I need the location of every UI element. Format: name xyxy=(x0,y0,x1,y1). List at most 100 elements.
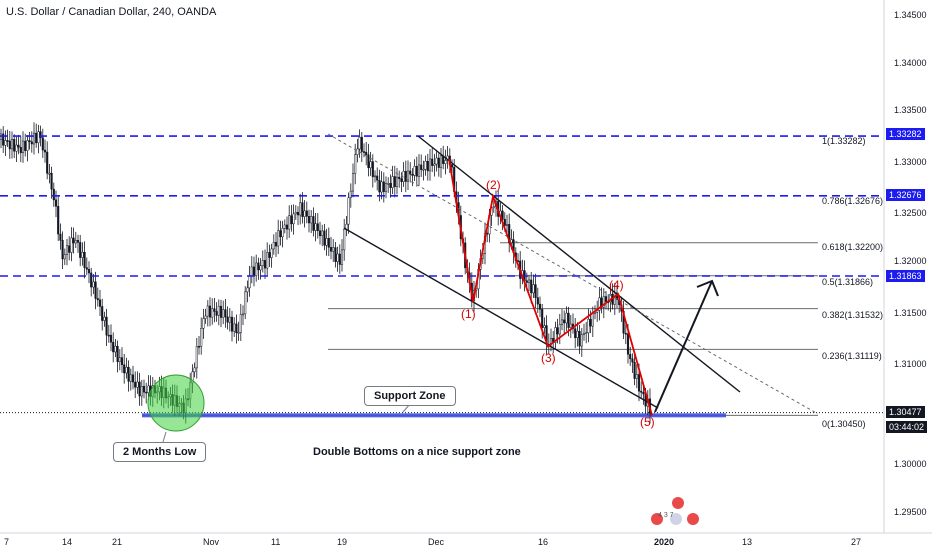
candle-body xyxy=(125,366,128,374)
candle-body xyxy=(327,238,330,248)
time-tick: 27 xyxy=(851,537,862,547)
candle-body xyxy=(65,245,69,255)
candle-body xyxy=(98,299,102,307)
fib-label-0: 0(1.30450) xyxy=(822,419,866,429)
candle-body xyxy=(296,211,300,216)
candle-body xyxy=(580,334,583,347)
time-tick: 13 xyxy=(742,537,753,547)
price-tick: 1.31000 xyxy=(894,359,927,369)
candle-body xyxy=(2,133,5,146)
candle-body xyxy=(420,164,423,170)
candle-body xyxy=(215,311,218,316)
candle-body xyxy=(74,240,77,244)
candle-body xyxy=(563,319,566,324)
candle-body xyxy=(299,202,302,216)
candle-body xyxy=(314,223,317,231)
candle-body xyxy=(398,176,401,180)
candle-body xyxy=(629,354,632,360)
candle-body xyxy=(101,306,104,321)
candle-body xyxy=(32,132,36,145)
candle-body xyxy=(142,386,146,393)
candle-body xyxy=(294,211,297,215)
candle-body xyxy=(338,253,341,265)
time-tick: 7 xyxy=(4,537,10,547)
candle-body xyxy=(329,247,333,252)
candle-body xyxy=(46,151,49,174)
candle-body xyxy=(6,140,9,142)
candle-body xyxy=(285,224,289,230)
candle-body xyxy=(39,131,42,138)
candle-body xyxy=(633,361,636,379)
candle-body xyxy=(193,367,196,373)
candle-body xyxy=(109,334,113,343)
candle-body xyxy=(224,309,227,318)
candle-body xyxy=(543,325,546,328)
candle-body xyxy=(554,327,557,343)
fib-label-0236: 0.236(1.31119) xyxy=(822,351,882,361)
time-tick: 14 xyxy=(62,537,73,547)
candle-body xyxy=(120,357,124,365)
calendar-event-icon xyxy=(651,513,663,525)
symbol-title: U.S. Dollar / Canadian Dollar, 240, OAND… xyxy=(6,6,217,18)
candle-body xyxy=(263,260,267,269)
candle-body xyxy=(28,140,31,142)
candle-body xyxy=(217,305,220,316)
candle-body xyxy=(373,175,377,178)
candle-body xyxy=(81,251,84,258)
candle-body xyxy=(237,332,240,334)
candle-body xyxy=(202,318,205,329)
wave-label-1: (1) xyxy=(461,307,476,321)
candle-body xyxy=(268,252,271,258)
candle-body xyxy=(211,308,214,318)
candle-body xyxy=(569,323,572,328)
price-tag-level-3: 1.31863 xyxy=(886,270,925,282)
candle-body xyxy=(136,381,139,388)
price-tick: 1.33000 xyxy=(894,157,927,167)
channel-lower-line xyxy=(343,227,659,409)
price-tick: 1.30000 xyxy=(894,459,927,469)
candle-body xyxy=(316,223,319,232)
candle-body xyxy=(17,144,20,148)
candle-body xyxy=(536,297,539,305)
candle-body xyxy=(35,132,38,144)
candle-body xyxy=(105,316,108,336)
candle-body xyxy=(411,173,414,176)
candle-body xyxy=(301,202,304,217)
candle-body xyxy=(334,247,337,262)
candle-body xyxy=(433,163,436,166)
candle-body xyxy=(437,157,440,168)
candle-body xyxy=(10,139,14,150)
candle-body xyxy=(631,358,634,363)
candle-body xyxy=(54,199,58,207)
candle-body xyxy=(404,171,407,182)
candle-body xyxy=(444,160,447,164)
candle-body xyxy=(259,265,262,271)
candle-body xyxy=(213,308,216,312)
candle-body xyxy=(501,210,504,220)
fib-label-0786: 0.786(1.32676) xyxy=(822,196,884,206)
current-price-tag: 1.30477 xyxy=(886,406,925,418)
event-marker-counts[interactable]: 4 3 7 xyxy=(658,512,674,519)
candle-body xyxy=(541,309,544,328)
candle-body xyxy=(248,275,251,289)
candle-body xyxy=(530,279,533,294)
candle-body xyxy=(61,239,64,260)
candle-body xyxy=(127,366,130,382)
candle-body xyxy=(312,216,315,231)
candle-body xyxy=(279,230,282,238)
candle-body xyxy=(387,183,390,185)
channel-upper-line xyxy=(417,135,741,393)
candle-body xyxy=(197,346,201,348)
time-tick: 21 xyxy=(112,537,123,547)
candle-body xyxy=(233,323,236,332)
candle-body xyxy=(558,324,561,335)
wave-label-5: (5) xyxy=(640,415,655,429)
support-zone-band xyxy=(142,413,726,418)
candle-body xyxy=(13,139,16,152)
price-tag-level-1: 1.33282 xyxy=(886,128,925,140)
candle-body xyxy=(63,254,66,260)
candle-body xyxy=(92,281,95,288)
candle-body xyxy=(626,333,630,355)
candle-body xyxy=(96,298,99,301)
